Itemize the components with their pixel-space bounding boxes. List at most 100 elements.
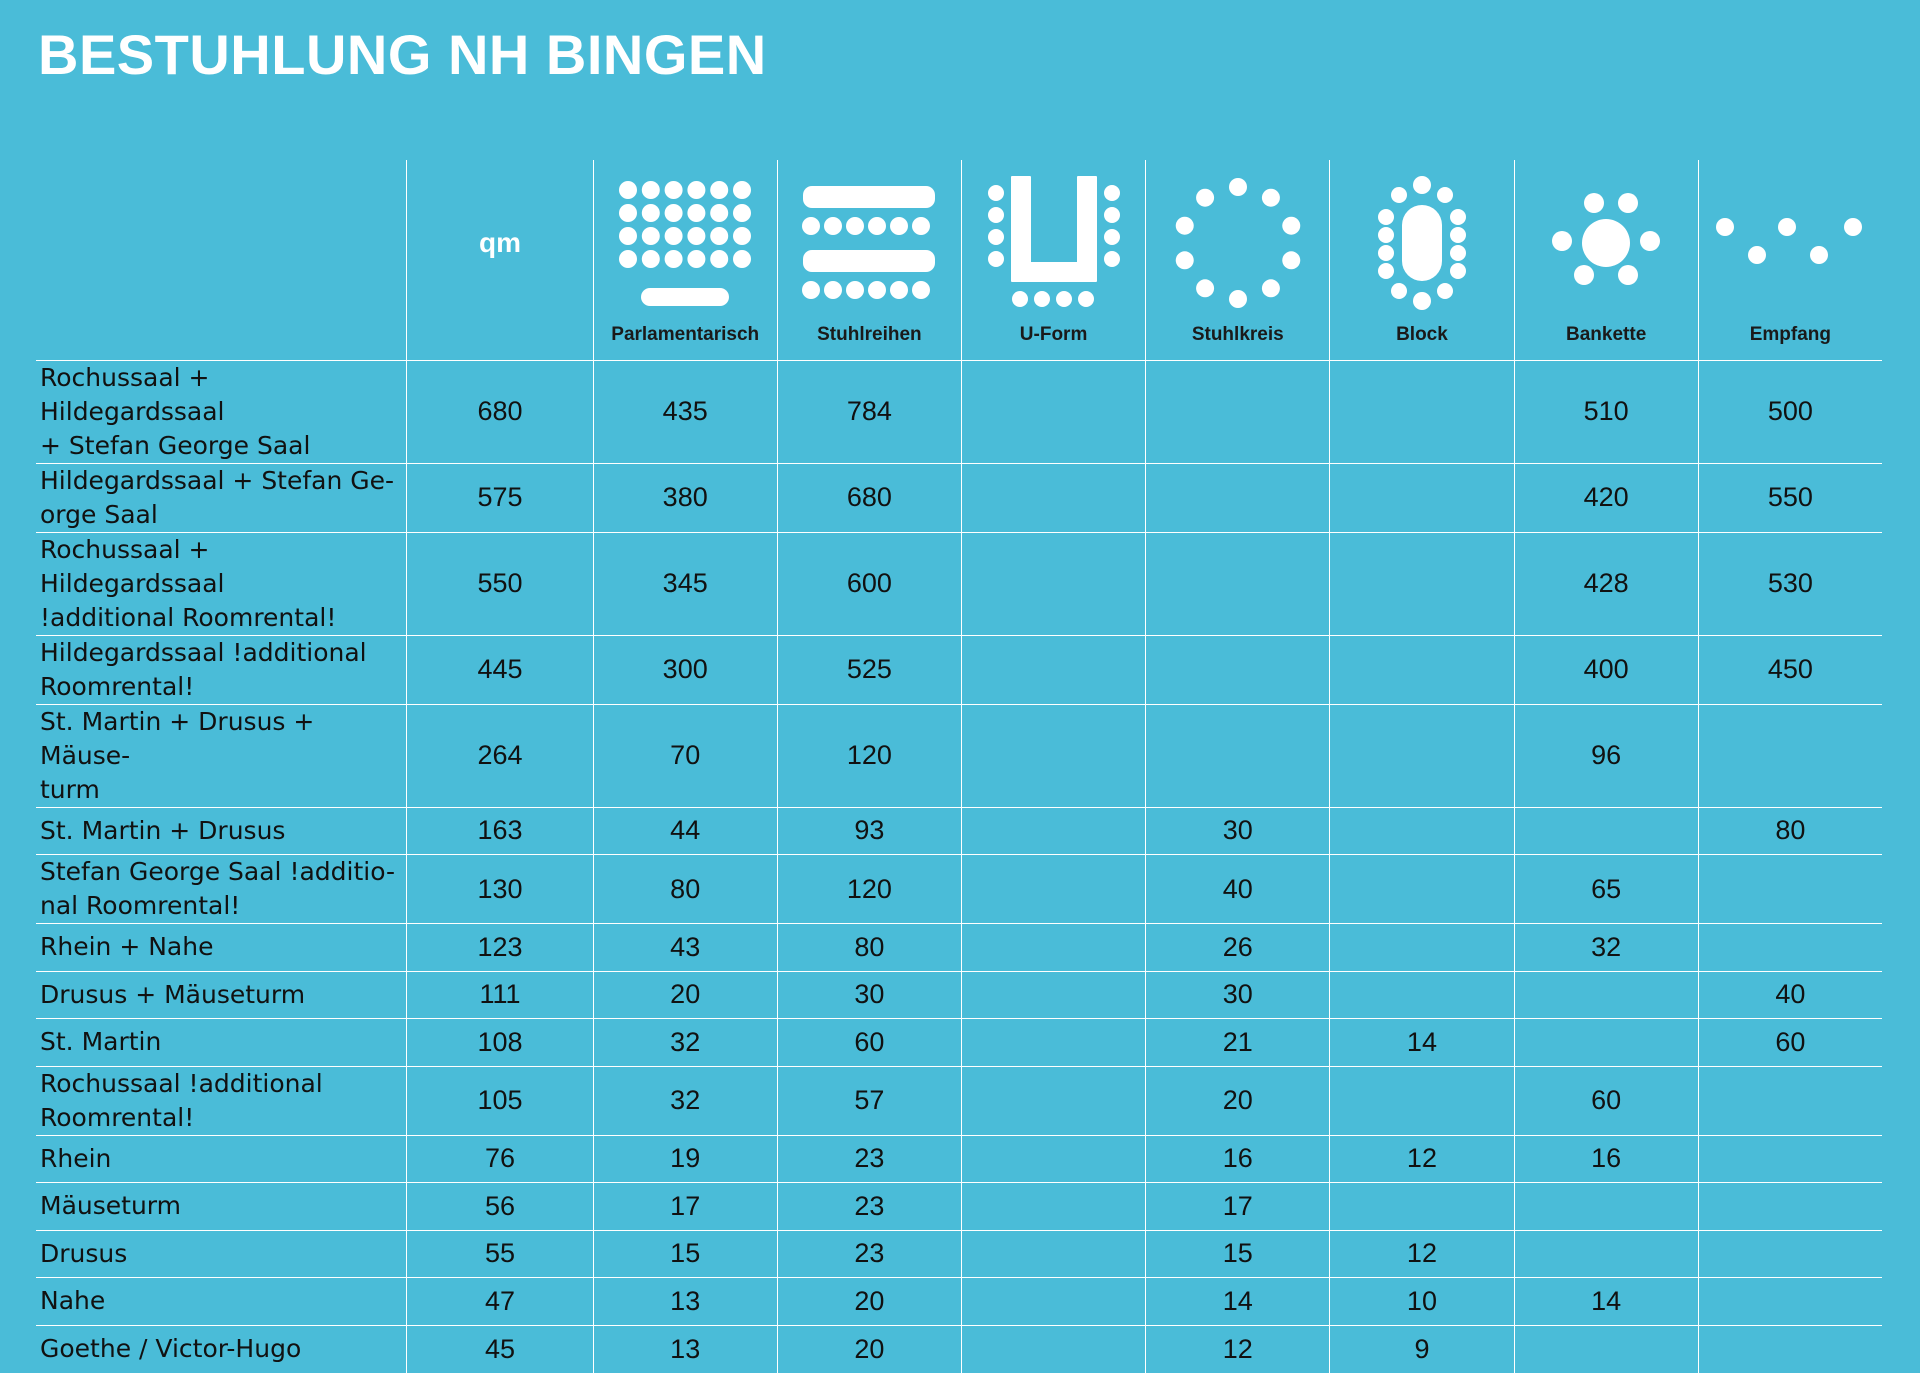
column-label: Empfang (1749, 323, 1831, 345)
column-header-bankette: Bankette (1513, 160, 1699, 360)
capacity-cell (1329, 360, 1515, 463)
capacity-cell: 420 (1513, 463, 1699, 532)
area-cell: 680 (406, 360, 594, 463)
capacity-cell: 12 (1329, 1230, 1515, 1278)
capacity-cell: 26 (1145, 923, 1330, 971)
capacity-cell: 30 (1145, 971, 1330, 1019)
table-row: Goethe / Victor-Hugo 45 13 20 12 9 (36, 1325, 1882, 1373)
table-row: Rochussaal !additional Roomrental! 105 32 5… (36, 1066, 1882, 1135)
capacity-cell: 14 (1329, 1018, 1515, 1066)
room-name-cell: St. Martin + Drusus + Mäuse- turm (40, 706, 315, 804)
capacity-cell (960, 971, 1146, 1019)
room-header-cell (36, 160, 407, 360)
table-row: Drusus 55 15 23 15 12 (36, 1230, 1882, 1278)
room-name-cell: Hildegardssaal !additional Roomrental! (40, 637, 367, 701)
table-row: Rochussaal + Hildegardssaal + Stefan Geo… (36, 360, 1882, 463)
area-cell: 123 (406, 923, 594, 971)
column-header-stuhlkreis: Stuhlkreis (1145, 160, 1330, 360)
capacity-cell: 23 (776, 1230, 962, 1278)
capacity-cell (1329, 704, 1515, 807)
capacity-cell (1329, 1066, 1515, 1135)
capacity-cell: 44 (592, 807, 778, 855)
capacity-cell: 525 (776, 635, 962, 704)
capacity-cell (1329, 923, 1515, 971)
capacity-cell (960, 923, 1146, 971)
capacity-cell (1513, 1325, 1699, 1373)
capacity-cell: 21 (1145, 1018, 1330, 1066)
table-row: Rochussaal + Hildegardssaal !additional … (36, 532, 1882, 635)
capacity-cell (1145, 463, 1330, 532)
capacity-cell (1697, 1325, 1882, 1373)
table-row: Stefan George Saal !additio- nal Roomren… (36, 854, 1882, 924)
table-row: Nahe 47 13 20 14 10 14 (36, 1277, 1882, 1325)
table-body: Rochussaal + Hildegardssaal + Stefan Geo… (36, 360, 1882, 1373)
table-row: Mäuseturm 56 17 23 17 (36, 1182, 1882, 1230)
capacity-cell: 530 (1697, 532, 1882, 635)
capacity-cell (1513, 1018, 1699, 1066)
capacity-cell: 550 (1697, 463, 1882, 532)
table-row: Drusus + Mäuseturm 111 20 30 30 40 (36, 971, 1882, 1019)
capacity-cell: 65 (1513, 854, 1699, 924)
room-name-cell: Drusus (40, 1238, 128, 1268)
capacity-cell (1329, 635, 1515, 704)
capacity-cell (960, 635, 1146, 704)
column-label: Bankette (1566, 323, 1647, 345)
capacity-cell: 680 (776, 463, 962, 532)
capacity-cell: 60 (776, 1018, 962, 1066)
capacity-cell (1145, 360, 1330, 463)
reception-icon (1716, 217, 1863, 264)
capacity-cell: 10 (1329, 1277, 1515, 1325)
table-row: Rhein + Nahe 123 43 80 26 32 (36, 923, 1882, 971)
capacity-cell (960, 463, 1146, 532)
capacity-cell: 13 (592, 1277, 778, 1325)
capacity-cell (960, 1277, 1146, 1325)
capacity-cell (960, 1182, 1146, 1230)
capacity-cell (1513, 971, 1699, 1019)
capacity-cell: 30 (1145, 807, 1330, 855)
table-row: St. Martin + Drusus 163 44 93 30 80 (36, 807, 1882, 855)
capacity-cell: 14 (1513, 1277, 1699, 1325)
column-header-u-form: U-Form (960, 160, 1146, 360)
capacity-cell: 32 (1513, 923, 1699, 971)
area-cell: 264 (406, 704, 594, 807)
capacity-cell (960, 1066, 1146, 1135)
table-row: St. Martin + Drusus + Mäuse- turm 264 70 12… (36, 704, 1882, 807)
capacity-cell: 500 (1697, 360, 1882, 463)
capacity-cell (1329, 807, 1515, 855)
capacity-cell (1329, 1182, 1515, 1230)
room-name-cell: Rhein + Nahe (40, 932, 214, 962)
capacity-cell (1513, 1182, 1699, 1230)
capacity-cell (1697, 1135, 1882, 1183)
capacity-cell: 20 (592, 971, 778, 1019)
capacity-cell: 57 (776, 1066, 962, 1135)
block-table-icon (1377, 175, 1466, 310)
page-title: BESTUHLUNG NH BINGEN (38, 23, 767, 86)
capacity-cell: 23 (776, 1135, 962, 1183)
capacity-cell (1145, 635, 1330, 704)
table-row: Hildegardssaal + Stefan Ge- orge Saal 575… (36, 463, 1882, 532)
capacity-cell: 16 (1513, 1135, 1699, 1183)
capacity-cell: 20 (776, 1277, 962, 1325)
capacity-cell (1145, 704, 1330, 807)
capacity-cell: 30 (776, 971, 962, 1019)
chair-circle-icon (1175, 177, 1301, 308)
room-name-cell: St. Martin + Drusus (40, 815, 286, 845)
capacity-cell: 428 (1513, 532, 1699, 635)
room-name-cell: Rochussaal + Hildegardssaal + Stefan Geo… (40, 362, 311, 460)
column-label: Stuhlreihen (817, 323, 922, 345)
capacity-cell: 70 (592, 704, 778, 807)
room-name-cell: Nahe (40, 1286, 106, 1316)
capacity-cell: 23 (776, 1182, 962, 1230)
capacity-cell: 60 (1513, 1066, 1699, 1135)
area-cell: 130 (406, 854, 594, 924)
capacity-cell: 345 (592, 532, 778, 635)
capacity-cell: 32 (592, 1066, 778, 1135)
capacity-cell: 40 (1145, 854, 1330, 924)
area-cell: 45 (406, 1325, 594, 1373)
column-label: Block (1396, 323, 1448, 345)
capacity-cell (1697, 704, 1882, 807)
capacity-cell (1329, 532, 1515, 635)
capacity-cell (960, 1230, 1146, 1278)
column-header-stuhlreihen: Stuhlreihen (776, 160, 962, 360)
column-header-empfang: Empfang (1697, 160, 1882, 360)
